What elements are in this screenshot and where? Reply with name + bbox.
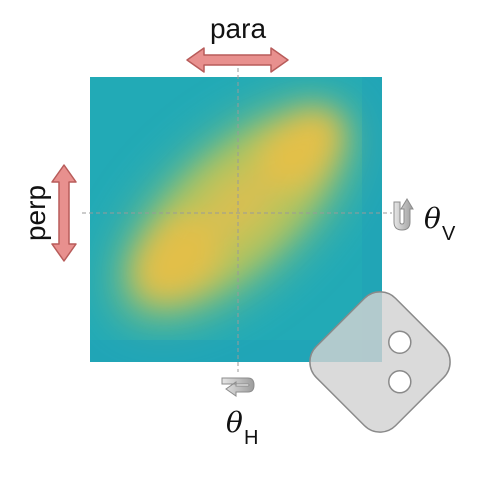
paddle-hole-lower [388,370,412,394]
double-horizontal-arrow-icon [186,47,289,73]
theta-v-symbol: θ [424,202,441,235]
paddle-hole-upper [388,330,412,354]
map-edge-right [362,77,382,362]
rotate-horizontal-axis-icon [221,377,255,397]
rounded-square-paddle-icon [309,291,451,433]
map-hotspot-center [203,172,273,240]
para-label: para [210,13,266,44]
theta-h-subscript: H [244,427,258,449]
rotate-vertical-axis-icon [393,198,414,231]
map-hotspot-lower [133,215,223,301]
perp-label: perp [20,185,51,241]
map-edge-bottom [90,340,382,362]
intensity-map [90,77,382,362]
theta-v-subscript: V [442,223,456,245]
theta-h-symbol: θ [226,406,243,439]
map-hotspot-upper [258,110,342,190]
double-vertical-arrow-icon [51,164,77,262]
